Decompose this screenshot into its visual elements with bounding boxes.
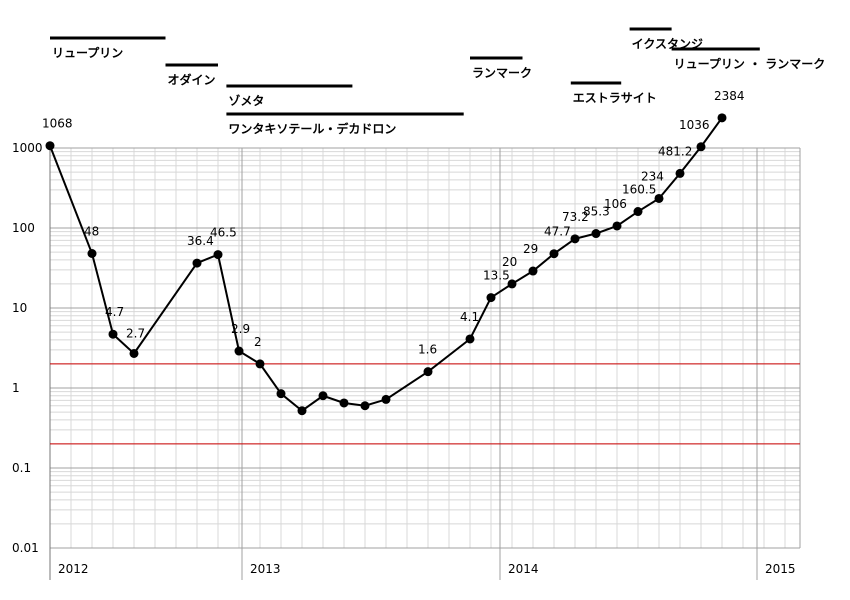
data-point bbox=[87, 249, 97, 259]
data-point bbox=[318, 391, 328, 401]
data-label: 13.5 bbox=[483, 269, 510, 283]
period-label: ランマーク bbox=[472, 66, 532, 80]
y-tick-label: 1 bbox=[12, 381, 20, 395]
data-label: 1068 bbox=[42, 117, 73, 131]
data-point bbox=[255, 359, 265, 369]
data-label: 47.7 bbox=[544, 225, 571, 239]
data-label: 106 bbox=[604, 197, 627, 211]
reference-lines bbox=[50, 363, 800, 445]
data-label: 36.4 bbox=[187, 234, 214, 248]
data-point bbox=[549, 249, 559, 259]
data-point bbox=[381, 394, 391, 404]
data-label: 2.7 bbox=[126, 326, 145, 340]
data-label: 4.7 bbox=[105, 305, 124, 319]
data-point bbox=[297, 406, 307, 416]
data-point bbox=[234, 346, 244, 356]
data-label: 2.9 bbox=[231, 322, 250, 336]
period-label: ゾメタ bbox=[228, 93, 264, 108]
data-point bbox=[423, 367, 433, 377]
x-tick-label: 2012 bbox=[58, 562, 89, 576]
y-tick-label: 100 bbox=[12, 221, 35, 235]
data-label: 1.6 bbox=[418, 343, 437, 357]
data-point bbox=[612, 221, 622, 231]
treatment-periods: リュープリンオダインゾメタワンタキソテール・デカドロンランマークエストラサイトイ… bbox=[50, 27, 826, 136]
data-points bbox=[45, 113, 727, 416]
data-label: 29 bbox=[523, 242, 538, 256]
data-label: 20 bbox=[502, 255, 517, 269]
x-tick-label: 2015 bbox=[765, 562, 796, 576]
data-label: 2 bbox=[254, 335, 262, 349]
data-point bbox=[276, 389, 286, 399]
period-label: オダイン bbox=[168, 72, 216, 87]
y-tick-label: 0.01 bbox=[12, 541, 39, 555]
data-label: 2384 bbox=[714, 89, 745, 103]
data-point bbox=[339, 398, 349, 408]
data-label: 73.2 bbox=[562, 210, 589, 224]
data-point bbox=[129, 348, 139, 358]
data-label: 1036 bbox=[679, 118, 710, 132]
data-point bbox=[675, 168, 685, 178]
data-point bbox=[696, 142, 706, 152]
data-point bbox=[570, 234, 580, 244]
series-line bbox=[49, 117, 723, 412]
x-tick-label: 2014 bbox=[508, 562, 539, 576]
x-tick-label: 2013 bbox=[250, 562, 281, 576]
period-label: リュープリン bbox=[52, 45, 123, 60]
data-point bbox=[507, 279, 517, 289]
data-point bbox=[717, 113, 727, 123]
data-point bbox=[45, 141, 55, 151]
data-point bbox=[192, 258, 202, 268]
data-label: 481.2 bbox=[658, 144, 692, 158]
data-label: 46.5 bbox=[210, 226, 237, 240]
data-point bbox=[360, 401, 370, 411]
data-label: 48 bbox=[84, 225, 99, 239]
period-label: リュープリン ・ ランマーク bbox=[674, 56, 826, 71]
period-label: エストラサイト bbox=[573, 91, 657, 105]
data-point bbox=[528, 266, 538, 276]
data-label: 160.5 bbox=[622, 183, 656, 197]
data-point bbox=[108, 329, 118, 339]
y-axis-ticks: 1000 100 10 1 0.1 0.01 bbox=[12, 141, 43, 555]
x-axis-ticks: 2012 2013 2014 2015 bbox=[58, 562, 796, 576]
data-point bbox=[633, 207, 643, 217]
data-labels: 1068 48 4.72.7 36.446.5 2.9 2 1.6 4.1 13.520 29 47… bbox=[42, 89, 745, 357]
data-label: 85.3 bbox=[583, 205, 610, 219]
data-point bbox=[213, 250, 223, 260]
y-tick-label: 1000 bbox=[12, 141, 43, 155]
data-point bbox=[591, 229, 601, 239]
y-tick-label: 0.1 bbox=[12, 461, 31, 475]
grid-minor bbox=[49, 148, 800, 548]
data-point bbox=[486, 293, 496, 303]
y-tick-label: 10 bbox=[12, 301, 27, 315]
data-label: 234 bbox=[641, 169, 664, 183]
period-label: ワンタキソテール・デカドロン bbox=[228, 121, 396, 136]
data-point bbox=[465, 334, 475, 344]
data-point bbox=[654, 193, 664, 203]
data-label: 4.1 bbox=[460, 310, 479, 324]
